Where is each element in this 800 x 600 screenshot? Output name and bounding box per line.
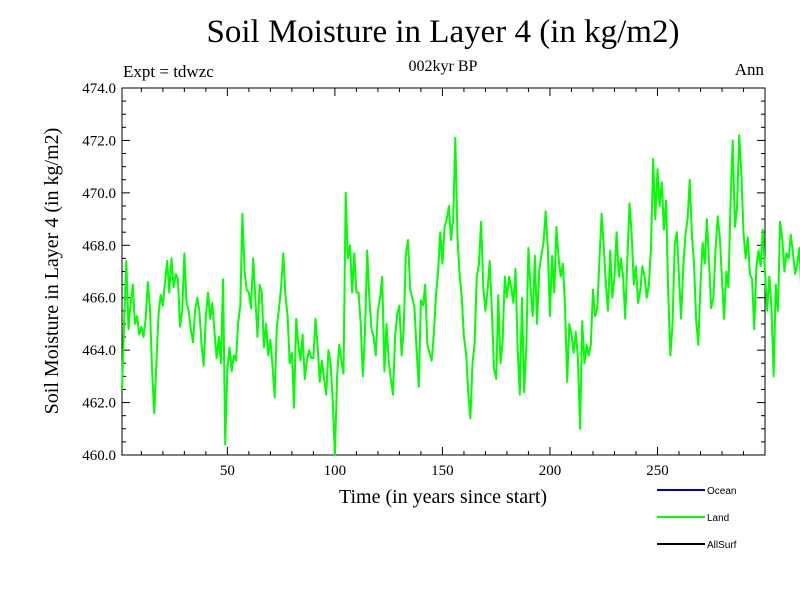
y-tick-label: 466.0	[82, 291, 116, 307]
chart-subtitle: 002kyr BP	[408, 58, 478, 75]
x-axis-title: Time (in years since start)	[339, 486, 547, 508]
y-axis-title: Soil Moisture in Layer 4 (in kg/m2)	[41, 128, 63, 415]
tick-labels: 50 100 150 200 250 460.0 462.0 464.0 466.0 468.0 4…	[82, 81, 668, 479]
series-layer	[121, 134, 800, 456]
x-tick-label: 100	[324, 463, 347, 479]
y-tick-label: 468.0	[82, 238, 116, 254]
legend: Ocean Land AllSurf	[657, 486, 737, 551]
x-tick-label: 250	[646, 463, 669, 479]
y-tick-label: 462.0	[82, 396, 116, 412]
chart-title: Soil Moisture in Layer 4 (in kg/m2)	[206, 14, 680, 50]
y-tick-label: 474.0	[82, 81, 116, 97]
x-tick-label: 200	[539, 463, 562, 479]
x-tick-label: 150	[431, 463, 454, 479]
y-tick-label: 464.0	[82, 343, 116, 359]
x-tick-label: 50	[220, 463, 235, 479]
legend-label-ocean: Ocean	[707, 486, 736, 497]
experiment-label: Expt = tdwzc	[123, 62, 214, 81]
y-tick-label: 470.0	[82, 186, 116, 202]
legend-label-land: Land	[707, 513, 729, 524]
y-tick-label: 460.0	[82, 448, 116, 464]
season-label: Ann	[734, 60, 764, 79]
legend-label-allsurf: AllSurf	[707, 540, 737, 551]
y-tick-label: 472.0	[82, 133, 116, 149]
axis-ticks	[122, 87, 766, 456]
series-line-land	[121, 134, 800, 456]
